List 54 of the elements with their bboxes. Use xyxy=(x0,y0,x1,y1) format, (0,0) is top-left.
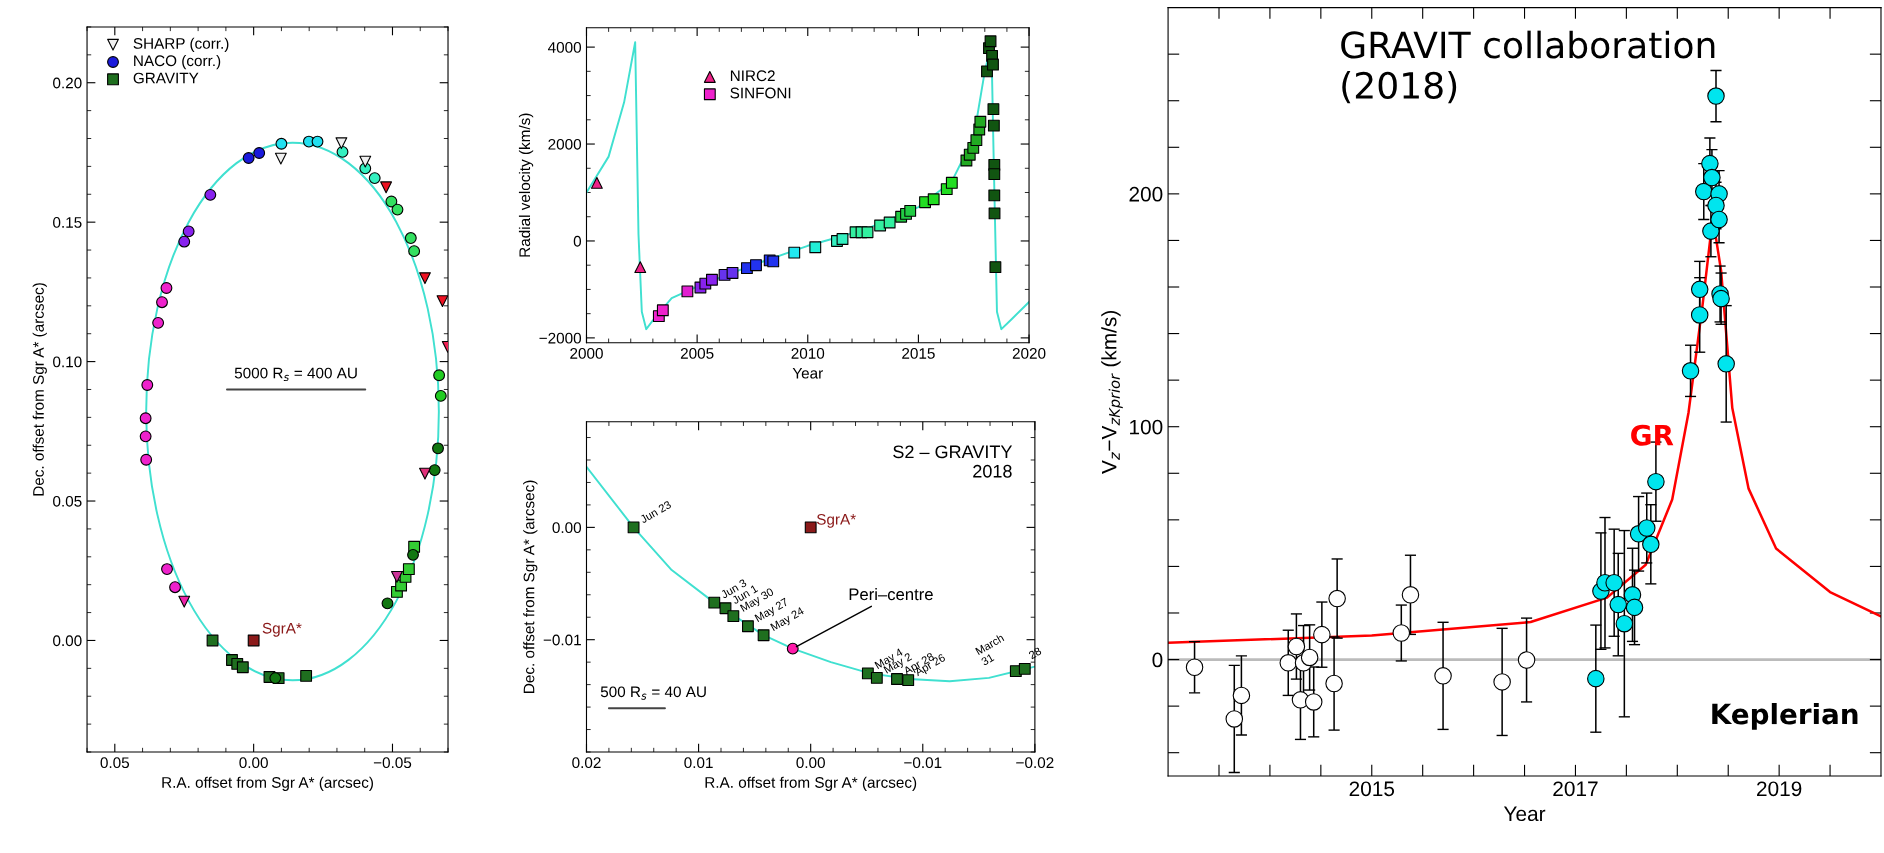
y-tick-label: 0 xyxy=(1152,652,1163,668)
x-tick-label: 2010 xyxy=(791,348,825,359)
x-axis-title: R.A. offset from Sgr A* (arcsec) xyxy=(162,776,373,791)
x-tick-label: 0.00 xyxy=(796,757,825,769)
y-axis-title: Radial velocity (km/s) xyxy=(518,113,534,257)
annotation: 500 R$_{s}$ = 40 AU xyxy=(600,686,706,700)
y-tick-label: 0.20 xyxy=(53,77,82,89)
x-tick-label: −0.01 xyxy=(904,757,942,769)
x-tick-label: −0.02 xyxy=(1016,757,1054,769)
annotation: S2 – GRAVITY 2018 xyxy=(893,445,1013,478)
annotation: Jun 23 xyxy=(639,500,672,524)
y-tick-label: 0.00 xyxy=(552,522,582,534)
x-axis-title: Year xyxy=(792,367,823,379)
x-tick-label: 0.00 xyxy=(239,757,268,769)
x-axis-title: Year xyxy=(1503,806,1546,822)
x-tick-label: 0.01 xyxy=(684,757,713,769)
y-tick-label: −2000 xyxy=(539,332,582,344)
annotation: 5000 R$_{s}$ = 400 AU xyxy=(234,367,357,381)
y-axis-title: Dec. offset from Sgr A* (arcsec) xyxy=(32,283,47,496)
legend-label: NIRC2 xyxy=(730,70,775,82)
x-tick-label: 2015 xyxy=(1349,781,1395,797)
x-tick-label: 2020 xyxy=(1012,348,1046,359)
annotation: Keplerian xyxy=(1712,702,1858,730)
annotation: SgrA* xyxy=(816,513,856,528)
x-tick-label: −0.05 xyxy=(373,757,412,769)
y-tick-label: 0 xyxy=(573,235,582,247)
y-axis-title: Dec. offset from Sgr A* (arcsec) xyxy=(523,480,538,693)
x-tick-label: 0.05 xyxy=(100,757,130,769)
y-axis-title: V$_{z}$−V$_{zKprior}$ (km/s) xyxy=(1101,311,1123,474)
y-tick-label: 0.15 xyxy=(53,217,82,228)
x-tick-label: 0.02 xyxy=(572,757,601,769)
y-tick-label: 0.00 xyxy=(53,635,82,647)
legend-label: NACO (corr.) xyxy=(134,54,221,70)
annotation: GR xyxy=(1631,424,1674,446)
x-tick-label: 2000 xyxy=(570,348,603,359)
y-tick-label: 0.10 xyxy=(53,356,82,368)
x-tick-label: 2017 xyxy=(1553,781,1598,797)
y-tick-label: 100 xyxy=(1130,419,1163,435)
y-tick-label: 4000 xyxy=(548,41,582,53)
y-tick-label: 2000 xyxy=(548,138,582,150)
legend-label: SINFONI xyxy=(730,87,791,99)
y-tick-label: 0.05 xyxy=(53,495,82,507)
annotation: 28 xyxy=(1028,646,1042,660)
x-axis-title: R.A. offset from Sgr A* (arcsec) xyxy=(705,776,917,791)
x-tick-label: 2015 xyxy=(902,348,935,359)
annotation: GRAVIT collaboration (2018) xyxy=(1341,30,1715,104)
y-tick-label: −0.01 xyxy=(543,634,581,646)
x-tick-label: 2019 xyxy=(1757,781,1802,797)
annotation: SgrA* xyxy=(262,622,302,637)
legend-label: GRAVITY xyxy=(133,72,199,84)
x-tick-label: 2005 xyxy=(680,348,714,359)
legend-label: SHARP (corr.) xyxy=(133,37,229,52)
y-tick-label: 200 xyxy=(1129,186,1163,202)
annotation: Peri–centre xyxy=(849,587,933,601)
